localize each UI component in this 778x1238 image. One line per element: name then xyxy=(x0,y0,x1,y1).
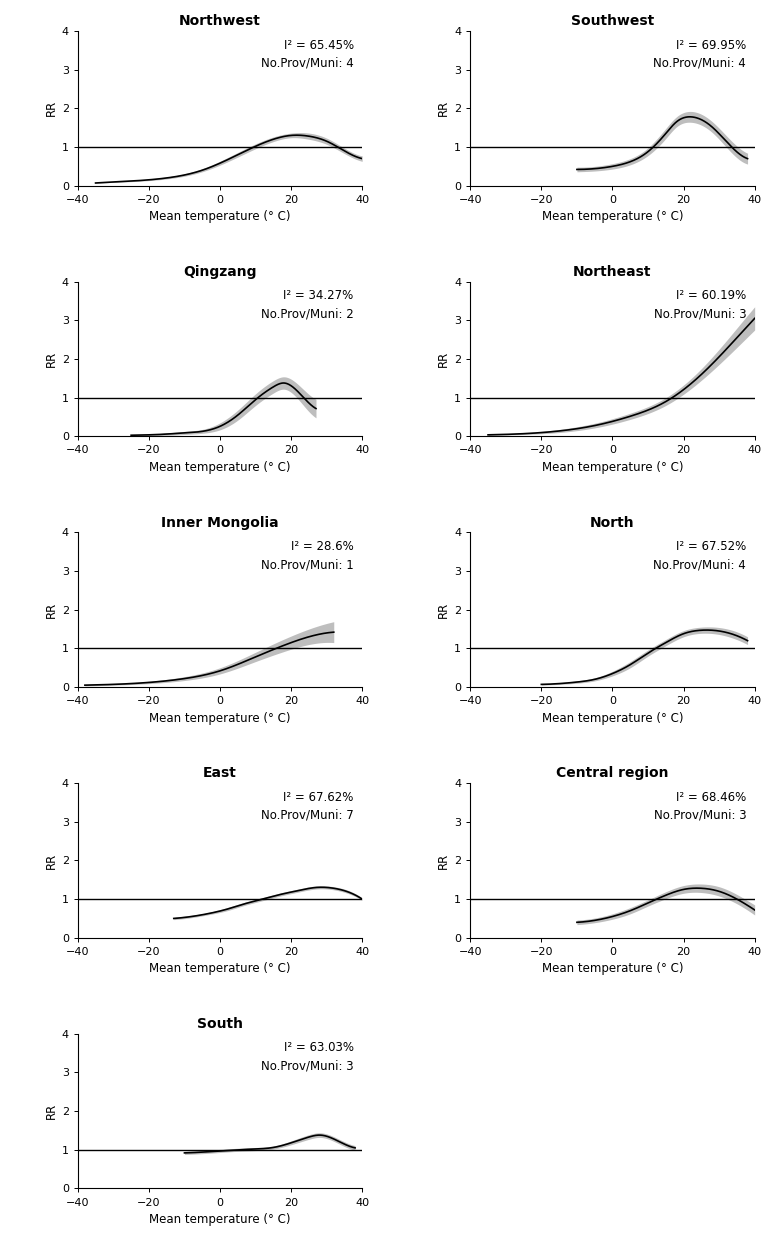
Title: Central region: Central region xyxy=(556,766,669,780)
Title: East: East xyxy=(203,766,237,780)
Title: South: South xyxy=(197,1018,243,1031)
Text: I² = 68.46%
No.Prov/Muni: 3: I² = 68.46% No.Prov/Muni: 3 xyxy=(654,791,746,822)
Y-axis label: RR: RR xyxy=(437,602,450,618)
Title: Northwest: Northwest xyxy=(179,15,261,28)
Title: North: North xyxy=(591,516,635,530)
Title: Inner Mongolia: Inner Mongolia xyxy=(161,516,279,530)
Y-axis label: RR: RR xyxy=(437,100,450,116)
X-axis label: Mean temperature (° C): Mean temperature (° C) xyxy=(149,1213,291,1226)
Y-axis label: RR: RR xyxy=(44,1103,58,1119)
X-axis label: Mean temperature (° C): Mean temperature (° C) xyxy=(149,461,291,474)
Text: I² = 67.62%
No.Prov/Muni: 7: I² = 67.62% No.Prov/Muni: 7 xyxy=(261,791,354,822)
Text: I² = 63.03%
No.Prov/Muni: 3: I² = 63.03% No.Prov/Muni: 3 xyxy=(261,1041,354,1072)
X-axis label: Mean temperature (° C): Mean temperature (° C) xyxy=(149,962,291,976)
Title: Qingzang: Qingzang xyxy=(184,265,257,279)
Y-axis label: RR: RR xyxy=(44,100,58,116)
Text: I² = 28.6%
No.Prov/Muni: 1: I² = 28.6% No.Prov/Muni: 1 xyxy=(261,540,354,571)
X-axis label: Mean temperature (° C): Mean temperature (° C) xyxy=(149,712,291,724)
X-axis label: Mean temperature (° C): Mean temperature (° C) xyxy=(541,962,683,976)
Y-axis label: RR: RR xyxy=(437,852,450,869)
X-axis label: Mean temperature (° C): Mean temperature (° C) xyxy=(149,210,291,223)
Y-axis label: RR: RR xyxy=(44,602,58,618)
X-axis label: Mean temperature (° C): Mean temperature (° C) xyxy=(541,461,683,474)
X-axis label: Mean temperature (° C): Mean temperature (° C) xyxy=(541,210,683,223)
Y-axis label: RR: RR xyxy=(44,350,58,368)
Y-axis label: RR: RR xyxy=(437,350,450,368)
Text: I² = 60.19%
No.Prov/Muni: 3: I² = 60.19% No.Prov/Muni: 3 xyxy=(654,290,746,321)
Y-axis label: RR: RR xyxy=(44,852,58,869)
Title: Southwest: Southwest xyxy=(571,15,654,28)
Text: I² = 69.95%
No.Prov/Muni: 4: I² = 69.95% No.Prov/Muni: 4 xyxy=(654,38,746,69)
Text: I² = 34.27%
No.Prov/Muni: 2: I² = 34.27% No.Prov/Muni: 2 xyxy=(261,290,354,321)
X-axis label: Mean temperature (° C): Mean temperature (° C) xyxy=(541,712,683,724)
Text: I² = 65.45%
No.Prov/Muni: 4: I² = 65.45% No.Prov/Muni: 4 xyxy=(261,38,354,69)
Title: Northeast: Northeast xyxy=(573,265,652,279)
Text: I² = 67.52%
No.Prov/Muni: 4: I² = 67.52% No.Prov/Muni: 4 xyxy=(654,540,746,571)
